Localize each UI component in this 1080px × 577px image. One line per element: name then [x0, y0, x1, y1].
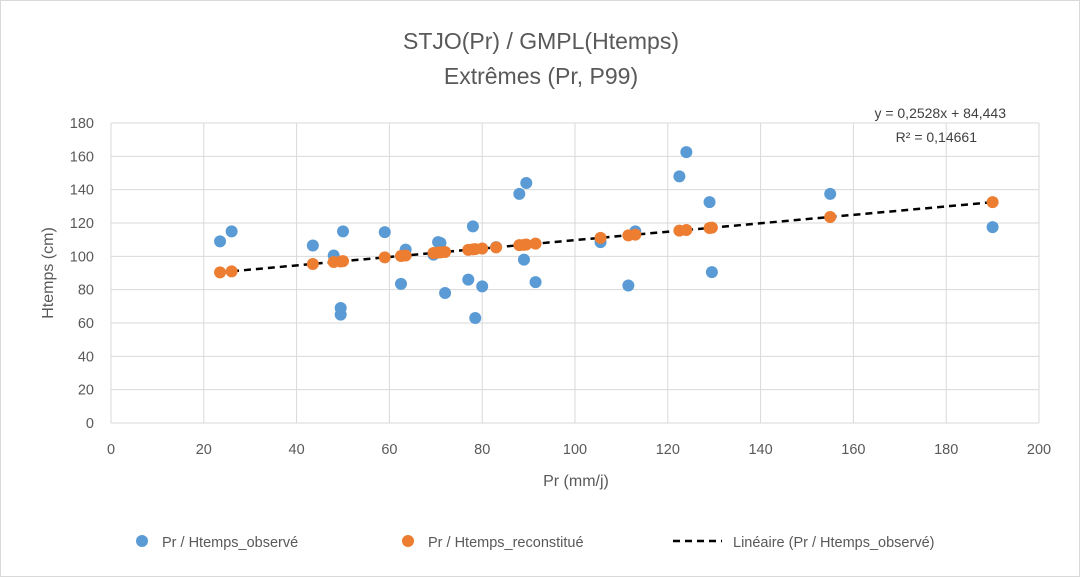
series-reconstituted: [214, 196, 999, 279]
reconstituted-point: [378, 251, 391, 264]
reconstituted-point: [680, 224, 693, 236]
observed-point: [337, 225, 349, 238]
gridlines: [110, 122, 1040, 424]
reconstituted-point: [529, 237, 542, 250]
observed-point: [517, 253, 530, 266]
observed-point: [334, 302, 347, 314]
x-tick-label: 100: [563, 442, 587, 458]
reconstituted-point: [986, 196, 999, 209]
observed-point: [824, 187, 837, 200]
observed-point: [673, 170, 686, 183]
x-axis-ticks: 0 20 40 60 80 100 120 140 160 180 200: [107, 442, 1051, 458]
y-tick-label: 120: [70, 216, 94, 232]
observed-point: [225, 225, 238, 238]
reconstituted-point: [214, 266, 227, 279]
series-observed: [214, 146, 999, 324]
reconstituted-point: [306, 258, 319, 270]
legend-label-reconstituted: Pr / Htemps_reconstitué: [428, 535, 584, 551]
x-tick-label: 60: [381, 442, 397, 458]
x-tick-label: 80: [474, 442, 490, 458]
y-tick-label: 80: [78, 283, 94, 299]
observed-point: [395, 277, 407, 290]
y-tick-label: 180: [70, 116, 94, 132]
reconstituted-point: [629, 228, 642, 241]
observed-point: [439, 287, 452, 299]
y-tick-label: 0: [86, 416, 94, 432]
reconstituted-point: [337, 255, 349, 268]
trendline-equation: y = 0,2528x + 84,443: [874, 105, 1006, 121]
reconstituted-point: [399, 249, 412, 262]
observed-point: [214, 235, 227, 248]
x-tick-label: 140: [748, 442, 772, 458]
reconstituted-point: [520, 238, 533, 251]
x-tick-label: 200: [1027, 442, 1051, 458]
observed-point: [622, 279, 635, 292]
x-tick-label: 40: [289, 442, 305, 458]
legend-marker-reconstituted: [402, 535, 414, 547]
y-axis-ticks: 0 20 40 60 80 100 120 140 160 180: [70, 116, 94, 432]
reconstituted-point: [824, 211, 837, 223]
x-axis-label: Pr (mm/j): [543, 473, 609, 490]
reconstituted-point: [476, 242, 489, 255]
legend-label-observed: Pr / Htemps_observé: [162, 535, 298, 551]
y-tick-label: 140: [70, 183, 94, 199]
reconstituted-point: [225, 265, 238, 278]
observed-point: [705, 266, 718, 279]
reconstituted-point: [705, 221, 718, 234]
legend-marker-observed: [136, 535, 148, 547]
y-tick-label: 40: [78, 349, 94, 365]
reconstituted-point: [594, 231, 607, 244]
observed-point: [462, 273, 475, 286]
observed-point: [703, 196, 716, 209]
observed-point: [306, 239, 319, 252]
chart-title: STJO(Pr) / GMPL(Htemps): [403, 28, 679, 54]
x-tick-label: 20: [196, 442, 212, 458]
y-tick-label: 20: [78, 383, 94, 399]
observed-point: [466, 220, 479, 233]
y-axis-label: Htemps (cm): [40, 227, 57, 319]
reconstituted-point: [490, 241, 503, 254]
observed-point: [529, 276, 542, 289]
legend: Pr / Htemps_observé Pr / Htemps_reconsti…: [136, 535, 934, 551]
x-tick-label: 0: [107, 442, 115, 458]
observed-point: [986, 221, 999, 234]
y-tick-label: 160: [70, 149, 94, 165]
observed-point: [469, 312, 482, 324]
observed-point: [513, 187, 526, 200]
x-tick-label: 160: [841, 442, 865, 458]
observed-point: [476, 280, 489, 293]
reconstituted-point: [439, 246, 452, 258]
trendline-r-squared: R² = 0,14661: [896, 129, 978, 145]
legend-label-trendline: Linéaire (Pr / Htemps_observé): [733, 535, 934, 551]
chart-subtitle: Extrêmes (Pr, P99): [444, 63, 638, 89]
y-tick-label: 100: [70, 249, 94, 265]
x-tick-label: 180: [934, 442, 958, 458]
observed-point: [378, 226, 391, 239]
observed-point: [680, 146, 693, 159]
observed-point: [520, 177, 533, 189]
observed-point: [434, 237, 447, 249]
y-tick-label: 60: [78, 316, 94, 332]
x-tick-label: 120: [656, 442, 680, 458]
